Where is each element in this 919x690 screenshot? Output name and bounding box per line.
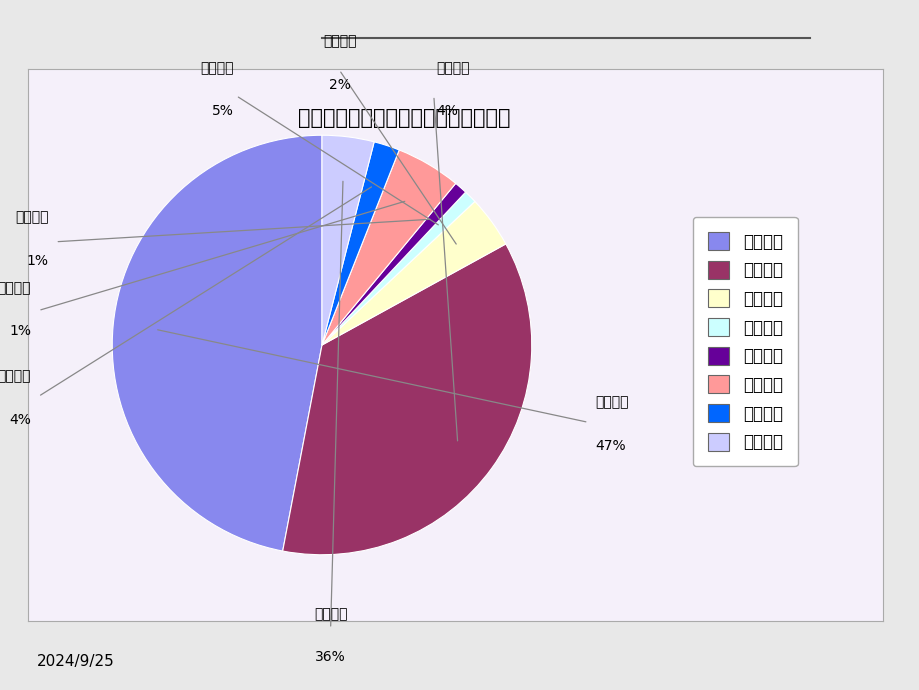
Wedge shape — [322, 192, 474, 345]
Text: 2024/9/25: 2024/9/25 — [37, 654, 115, 669]
Text: 近五年各类型批准数所占批准总数比例: 近五年各类型批准数所占批准总数比例 — [298, 108, 510, 128]
Text: 专项基金: 专项基金 — [0, 369, 31, 383]
Text: 4%: 4% — [436, 104, 458, 118]
Text: 青年基金: 青年基金 — [313, 607, 347, 621]
Wedge shape — [322, 150, 455, 345]
Text: 国际合作: 国际合作 — [0, 281, 31, 295]
Wedge shape — [112, 135, 322, 551]
Text: 2%: 2% — [328, 78, 350, 92]
Text: 1%: 1% — [9, 324, 31, 338]
Text: 杰青项目: 杰青项目 — [323, 34, 356, 48]
Text: 1%: 1% — [27, 254, 49, 268]
Wedge shape — [282, 244, 531, 555]
Wedge shape — [322, 135, 374, 345]
Legend: 面上基金, 青年基金, 专项基金, 国际合作, 重点项目, 重大课题, 杰青项目, 联合基金: 面上基金, 青年基金, 专项基金, 国际合作, 重点项目, 重大课题, 杰青项目… — [692, 217, 797, 466]
Text: 联合基金: 联合基金 — [436, 61, 470, 75]
Wedge shape — [322, 201, 505, 345]
Text: 重点项目: 重点项目 — [16, 210, 49, 225]
Text: 面上基金: 面上基金 — [595, 395, 628, 410]
Text: 36%: 36% — [315, 651, 346, 664]
Wedge shape — [322, 184, 465, 345]
Text: 重大课题: 重大课题 — [200, 61, 233, 75]
Text: 5%: 5% — [211, 104, 233, 118]
Text: 47%: 47% — [595, 439, 625, 453]
Wedge shape — [322, 142, 399, 345]
Text: 4%: 4% — [9, 413, 31, 426]
